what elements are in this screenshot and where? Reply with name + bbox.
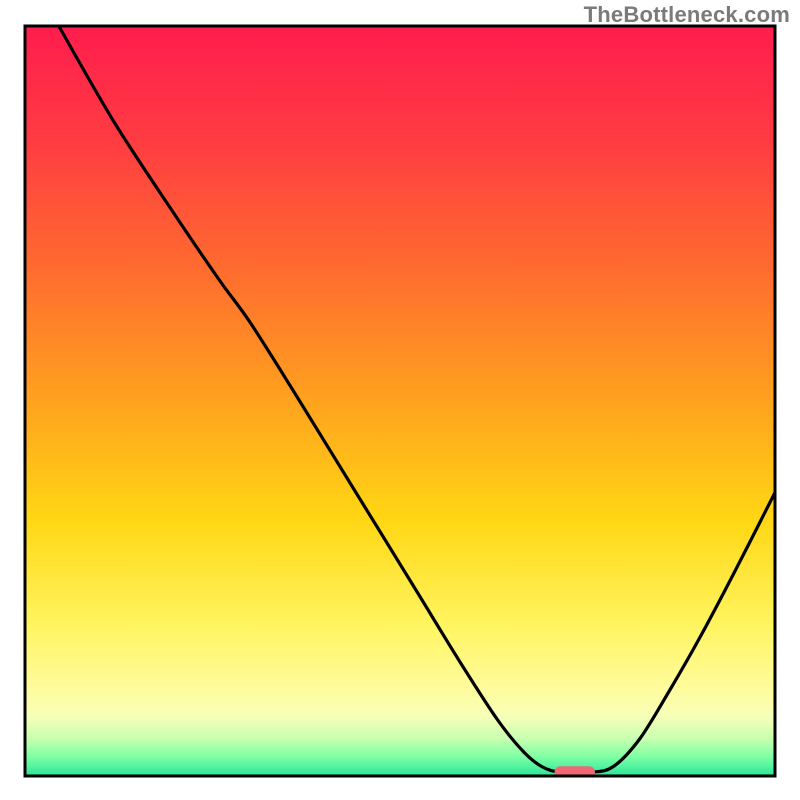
- gradient-background: [25, 26, 775, 776]
- chart-root: { "watermark": { "text": "TheBottleneck.…: [0, 0, 800, 800]
- bottleneck-chart: [0, 0, 800, 800]
- watermark-text: TheBottleneck.com: [584, 2, 790, 28]
